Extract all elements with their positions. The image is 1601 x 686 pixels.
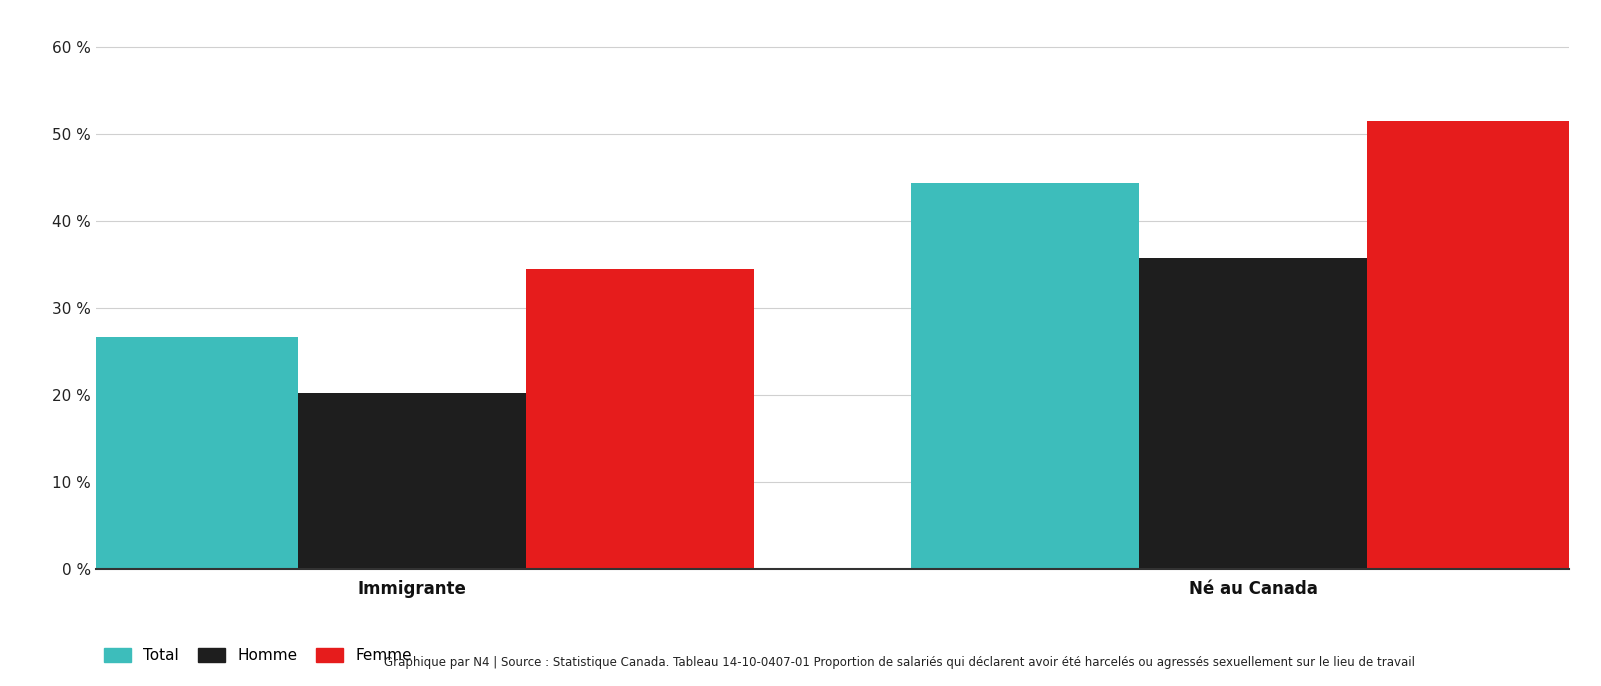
Bar (525, 269, 754, 569)
Bar (298, 393, 525, 569)
Legend: Total, Homme, Femme: Total, Homme, Femme (104, 648, 411, 663)
Text: Graphique par N4 | Source : Statistique Canada. Tableau 14-10-0407-01 Proportion: Graphique par N4 | Source : Statistique … (384, 656, 1415, 669)
Bar (1367, 121, 1595, 569)
Bar (70, 337, 298, 569)
Bar (911, 183, 1140, 569)
Bar (1140, 259, 1367, 569)
